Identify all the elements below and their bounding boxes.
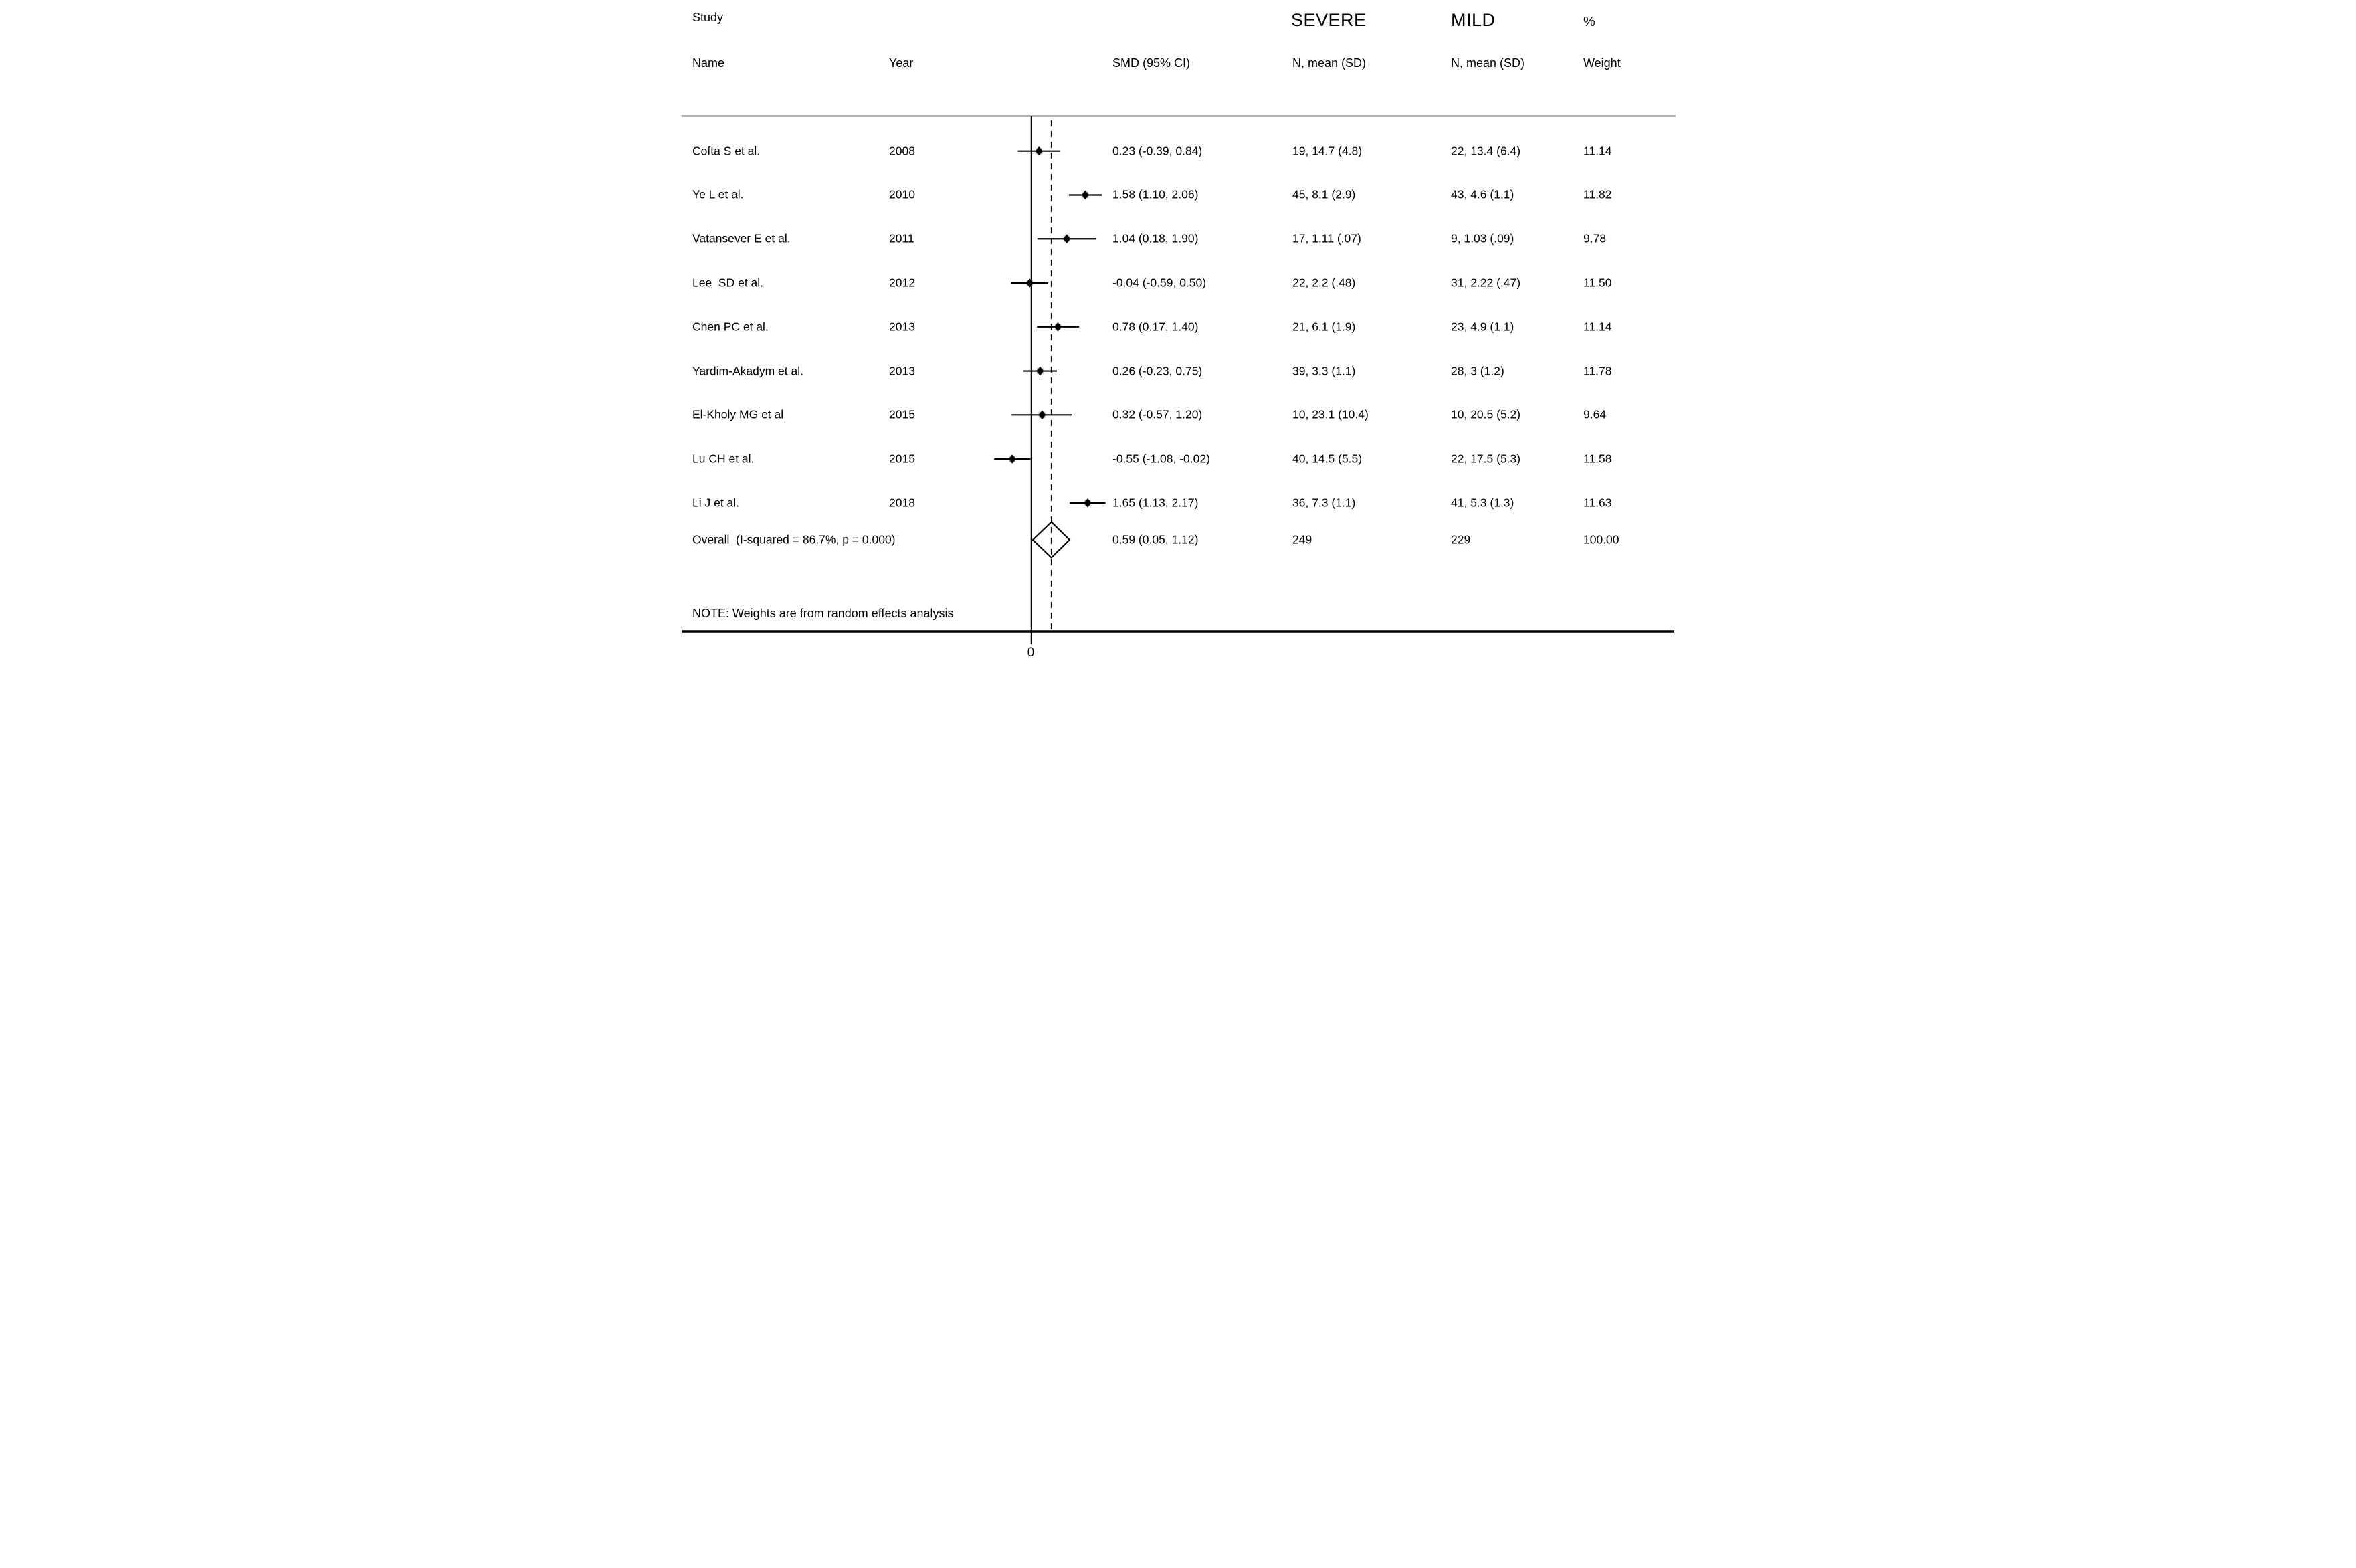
study-smd: 1.58 (1.10, 2.06)	[1112, 187, 1199, 201]
study-weight: 11.82	[1583, 187, 1612, 201]
effect-marker	[1081, 190, 1089, 200]
study-year: 2010	[889, 187, 915, 201]
overall-mild-n: 229	[1451, 532, 1471, 547]
study-severe: 19, 14.7 (4.8)	[1292, 144, 1363, 158]
study-mild: 43, 4.6 (1.1)	[1451, 187, 1514, 201]
effect-marker	[1063, 234, 1071, 244]
study-severe: 36, 7.3 (1.1)	[1292, 496, 1356, 510]
header-divider	[682, 115, 1676, 117]
study-smd: 1.04 (0.18, 1.90)	[1112, 231, 1199, 246]
col-header-n-mean-sd-mild: N, mean (SD)	[1451, 56, 1525, 70]
study-severe: 39, 3.3 (1.1)	[1292, 363, 1356, 377]
study-year: 2013	[889, 363, 915, 377]
col-header-study: Study	[692, 11, 724, 25]
study-name: Yardim-Akadym et al.	[692, 363, 803, 377]
study-year: 2011	[889, 231, 914, 246]
study-smd: 0.26 (-0.23, 0.75)	[1112, 363, 1203, 377]
col-header-severe: SEVERE	[1291, 10, 1367, 31]
overall-weight: 100.00	[1583, 532, 1619, 547]
study-smd: 0.23 (-0.39, 0.84)	[1112, 144, 1203, 158]
study-year: 2015	[889, 407, 915, 421]
study-severe: 17, 1.11 (.07)	[1292, 231, 1361, 246]
study-smd: 0.78 (0.17, 1.40)	[1112, 320, 1199, 334]
forest-plot-graphics	[682, 116, 1674, 644]
study-year: 2008	[889, 144, 915, 158]
overall-diamond	[1032, 520, 1071, 559]
study-severe: 45, 8.1 (2.9)	[1292, 187, 1356, 201]
study-weight: 11.58	[1583, 452, 1612, 466]
study-mild: 41, 5.3 (1.3)	[1451, 496, 1514, 510]
col-header-percent: %	[1583, 15, 1595, 29]
study-severe: 22, 2.2 (.48)	[1292, 276, 1356, 290]
study-mild: 22, 13.4 (6.4)	[1451, 144, 1521, 158]
study-smd: -0.04 (-0.59, 0.50)	[1112, 276, 1207, 290]
x-axis-zero-label: 0	[1027, 646, 1035, 660]
col-header-smd-ci: SMD (95% CI)	[1112, 56, 1191, 70]
effect-marker	[1054, 322, 1062, 332]
study-severe: 40, 14.5 (5.5)	[1292, 452, 1363, 466]
effect-marker	[1036, 366, 1044, 376]
forest-plot: Study SEVERE MILD % Name Year SMD (95% C…	[676, 0, 1680, 668]
study-year: 2015	[889, 452, 915, 466]
col-header-weight: Weight	[1583, 56, 1621, 70]
weights-note: NOTE: Weights are from random effects an…	[692, 607, 954, 621]
study-mild: 23, 4.9 (1.1)	[1451, 320, 1514, 334]
study-name: El-Kholy MG et al	[692, 407, 784, 421]
study-mild: 31, 2.22 (.47)	[1451, 276, 1521, 290]
effect-marker	[1025, 278, 1034, 288]
study-smd: 1.65 (1.13, 2.17)	[1112, 496, 1199, 510]
study-mild: 9, 1.03 (.09)	[1451, 231, 1514, 246]
study-year: 2013	[889, 320, 915, 334]
study-weight: 11.14	[1583, 144, 1612, 158]
study-mild: 28, 3 (1.2)	[1451, 363, 1504, 377]
study-weight: 9.64	[1583, 407, 1607, 421]
study-mild: 10, 20.5 (5.2)	[1451, 407, 1521, 421]
study-name: Ye L et al.	[692, 187, 744, 201]
study-name: Chen PC et al.	[692, 320, 769, 334]
study-weight: 11.78	[1583, 363, 1612, 377]
col-header-year: Year	[889, 56, 914, 70]
study-name: Lu CH et al.	[692, 452, 755, 466]
study-year: 2012	[889, 276, 915, 290]
col-header-mild: MILD	[1451, 10, 1496, 31]
study-weight: 11.50	[1583, 276, 1612, 290]
overall-severe-n: 249	[1292, 532, 1312, 547]
study-name: Cofta S et al.	[692, 144, 761, 158]
effect-marker	[1038, 410, 1046, 420]
study-smd: -0.55 (-1.08, -0.02)	[1112, 452, 1210, 466]
study-mild: 22, 17.5 (5.3)	[1451, 452, 1521, 466]
col-header-name: Name	[692, 56, 725, 70]
study-year: 2018	[889, 496, 915, 510]
overall-smd: 0.59 (0.05, 1.12)	[1112, 532, 1199, 547]
study-weight: 11.63	[1583, 496, 1612, 510]
effect-marker	[1035, 146, 1043, 156]
study-smd: 0.32 (-0.57, 1.20)	[1112, 407, 1203, 421]
study-name: Li J et al.	[692, 496, 740, 510]
study-severe: 21, 6.1 (1.9)	[1292, 320, 1356, 334]
study-name: Lee SD et al.	[692, 276, 764, 290]
study-name: Vatansever E et al.	[692, 231, 791, 246]
col-header-n-mean-sd-severe: N, mean (SD)	[1292, 56, 1367, 70]
effect-marker	[1084, 498, 1092, 508]
overall-label: Overall (I-squared = 86.7%, p = 0.000)	[692, 532, 896, 547]
study-weight: 11.14	[1583, 320, 1612, 334]
study-weight: 9.78	[1583, 231, 1607, 246]
effect-marker	[1008, 454, 1016, 464]
study-severe: 10, 23.1 (10.4)	[1292, 407, 1369, 421]
